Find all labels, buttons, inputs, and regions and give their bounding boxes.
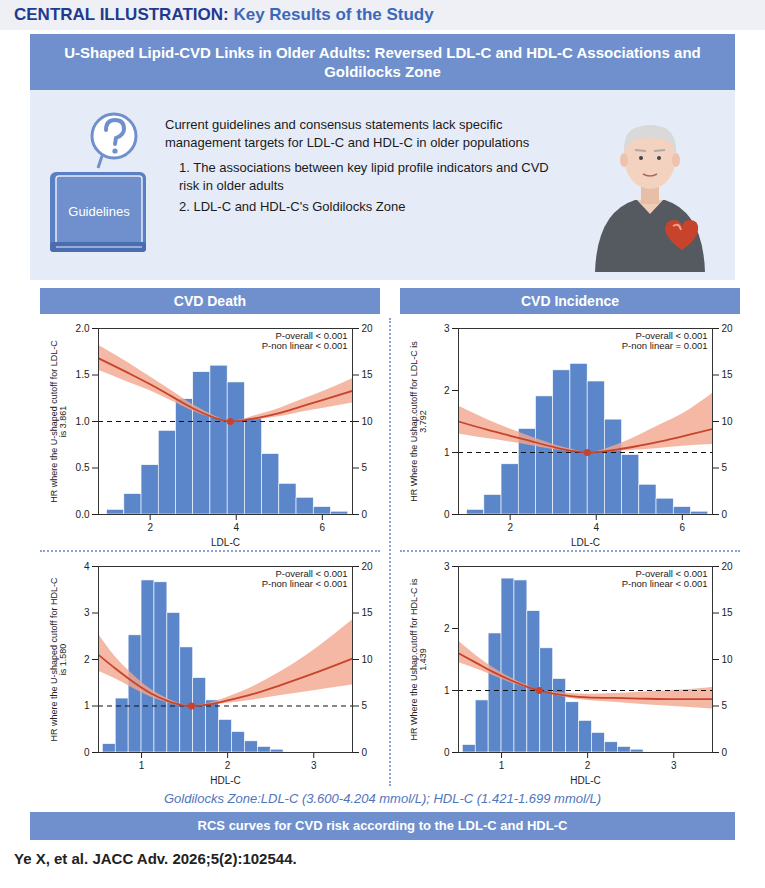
svg-text:HR Where the Ushap.cutoff for: HR Where the Ushap.cutoff for LDL-C is3.…: [409, 341, 428, 502]
svg-text:1.5: 1.5: [76, 369, 90, 380]
svg-text:1: 1: [499, 760, 505, 771]
svg-text:5: 5: [362, 462, 368, 473]
svg-text:15: 15: [722, 607, 734, 618]
svg-text:20: 20: [362, 323, 374, 334]
svg-text:0: 0: [444, 509, 450, 520]
svg-text:2.0: 2.0: [76, 323, 90, 334]
svg-text:0: 0: [84, 747, 90, 758]
svg-text:2: 2: [507, 522, 513, 533]
svg-text:15: 15: [722, 369, 734, 380]
html-text:CVD Incidence: CVD Incidence: [521, 293, 619, 309]
svg-text:1: 1: [139, 760, 145, 771]
html-text:2. LDL-C and HDL-C's Goldilock: 2. LDL-C and HDL-C's Goldilocks Zone: [179, 199, 406, 215]
svg-text:HR where the U-shaped cutoff f: HR where the U-shaped cutoff for LDL-Cis…: [49, 340, 68, 503]
svg-text:2: 2: [585, 760, 591, 771]
html-text:CVD Death: CVD Death: [173, 293, 247, 309]
html-text:Ye X, et al. JACC Adv. 2026;5(: Ye X, et al. JACC Adv. 2026;5(2):102544.: [14, 850, 297, 867]
html-text:RCS curves for CVD risk accord: RCS curves for CVD risk according to the…: [197, 818, 568, 833]
svg-text:3: 3: [84, 607, 90, 618]
svg-text:3: 3: [671, 760, 677, 771]
svg-text:10: 10: [362, 416, 374, 427]
svg-text:4: 4: [233, 522, 239, 533]
svg-text:6: 6: [320, 522, 326, 533]
svg-text:10: 10: [722, 654, 734, 665]
svg-text:2: 2: [147, 522, 153, 533]
svg-text:LDL-C: LDL-C: [211, 537, 240, 548]
svg-text:4: 4: [84, 561, 90, 572]
svg-text:10: 10: [362, 654, 374, 665]
svg-text:6: 6: [680, 522, 686, 533]
html-text:1. The associations between ke: 1. The associations between key lipid pr…: [179, 160, 549, 193]
svg-text:0: 0: [444, 747, 450, 758]
svg-text:10: 10: [722, 416, 734, 427]
svg-text:P-overall < 0.001P-non linear: P-overall < 0.001P-non linear < 0.001: [262, 330, 348, 351]
svg-text:2: 2: [84, 654, 90, 665]
svg-text:0.5: 0.5: [76, 462, 90, 473]
svg-text:HDL-C: HDL-C: [570, 775, 601, 786]
svg-text:4: 4: [593, 522, 599, 533]
svg-text:5: 5: [362, 700, 368, 711]
svg-text:5: 5: [722, 700, 728, 711]
svg-text:1: 1: [444, 685, 450, 696]
svg-text:HR Where the Ushap.cutoff for: HR Where the Ushap.cutoff for HDL-C is1.…: [409, 578, 428, 740]
svg-text:1: 1: [84, 700, 90, 711]
svg-text:LDL-C: LDL-C: [571, 537, 600, 548]
svg-text:0: 0: [722, 747, 728, 758]
svg-text:5: 5: [722, 462, 728, 473]
svg-text:3: 3: [444, 323, 450, 334]
svg-text:1.0: 1.0: [76, 416, 90, 427]
svg-text:3: 3: [444, 561, 450, 572]
svg-text:HR where the U-shaped cutoff f: HR where the U-shaped cutoff for HDL-Cis…: [49, 577, 68, 741]
svg-text:0: 0: [722, 509, 728, 520]
svg-text:20: 20: [722, 561, 734, 572]
html-text:CENTRAL ILLUSTRATION: Key Resu: CENTRAL ILLUSTRATION: Key Results of the…: [14, 5, 434, 24]
svg-text:P-overall < 0.001P-non linear: P-overall < 0.001P-non linear = 0.001: [622, 330, 708, 351]
svg-text:20: 20: [722, 323, 734, 334]
svg-text:2: 2: [444, 623, 450, 634]
svg-text:0: 0: [362, 747, 368, 758]
svg-text:1: 1: [444, 447, 450, 458]
svg-text:P-overall < 0.001P-non linear: P-overall < 0.001P-non linear < 0.001: [262, 568, 348, 589]
svg-text:Guidelines: Guidelines: [68, 204, 130, 219]
html-text:Current guidelines and consens: Current guidelines and consensus stateme…: [165, 117, 530, 150]
svg-text:2: 2: [444, 385, 450, 396]
html-text:U-Shaped Lipid-CVD Links in Ol: U-Shaped Lipid-CVD Links in Older Adults…: [64, 43, 701, 80]
html-text:Goldilocks Zone:LDL-C (3.600-4: Goldilocks Zone:LDL-C (3.600-4.204 mmol/…: [163, 791, 602, 806]
svg-text:15: 15: [362, 607, 374, 618]
svg-text:HDL-C: HDL-C: [210, 775, 241, 786]
svg-text:0: 0: [362, 509, 368, 520]
svg-text:15: 15: [362, 369, 374, 380]
svg-text:0.0: 0.0: [76, 509, 90, 520]
svg-text:2: 2: [225, 760, 231, 771]
svg-text:20: 20: [362, 561, 374, 572]
svg-text:3: 3: [311, 760, 317, 771]
svg-text:P-overall < 0.001P-non linear: P-overall < 0.001P-non linear < 0.001: [622, 568, 708, 589]
